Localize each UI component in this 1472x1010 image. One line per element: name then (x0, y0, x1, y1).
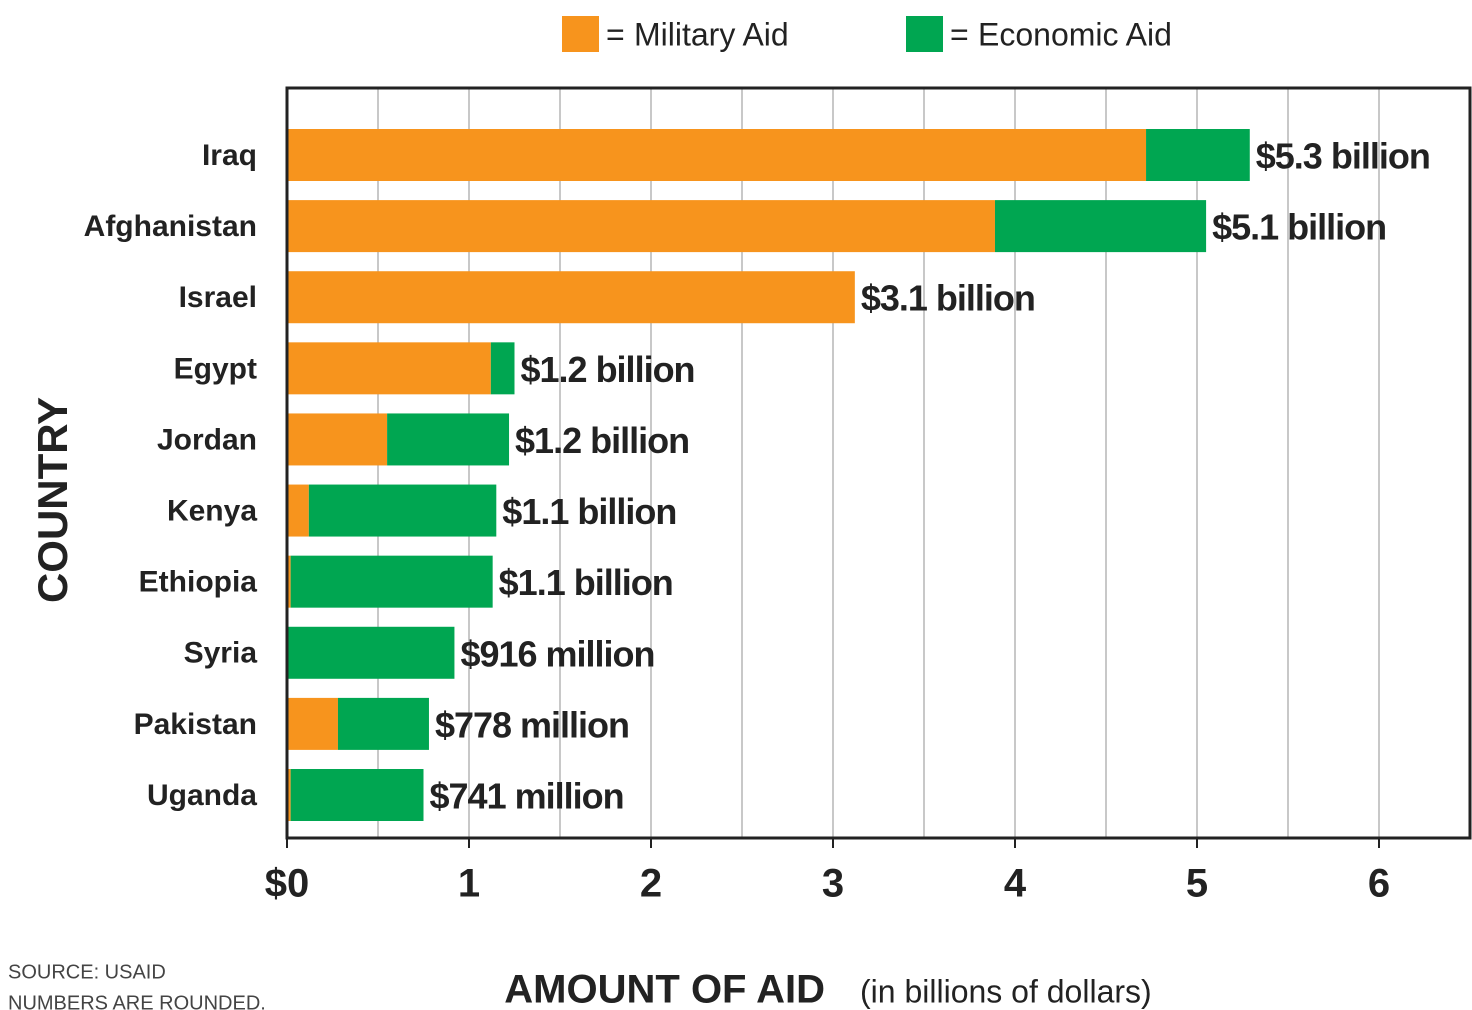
bar-segment (287, 697, 338, 750)
total-label: $1.1 billion (502, 491, 676, 532)
source: SOURCE: USAID (8, 961, 166, 983)
bar-segment (994, 200, 1207, 253)
total-label: $916 million (460, 633, 654, 674)
y-axis-label: COUNTRY (29, 397, 76, 603)
y-tick-label: Iraq (202, 139, 257, 172)
bar-segment (287, 342, 491, 395)
x-axis-note: (in billions of dollars) (860, 973, 1152, 1009)
x-tick-label: 4 (1004, 862, 1027, 906)
legend-label: Military Aid (634, 16, 789, 52)
legend-label: Economic Aid (978, 16, 1172, 52)
bar-segment (290, 555, 493, 608)
total-label: $5.3 billion (1256, 136, 1430, 177)
bar-segment (287, 200, 995, 253)
y-tick-label: Kenya (167, 494, 257, 527)
total-label: $1.1 billion (499, 562, 673, 603)
total-label: $5.1 billion (1212, 207, 1386, 248)
x-tick-label: $0 (265, 862, 310, 906)
bar-segment (287, 129, 1147, 181)
bar-segment (490, 342, 515, 395)
y-tick-label: Jordan (157, 423, 257, 456)
y-tick-label: Ethiopia (139, 566, 258, 599)
x-tick-label: 1 (458, 862, 480, 906)
legend-separator: = (950, 16, 969, 52)
bar-segment (287, 484, 309, 537)
y-tick-label: Israel (179, 281, 257, 314)
total-label: $1.2 billion (515, 420, 689, 461)
x-tick-label: 3 (822, 862, 844, 906)
total-label: $778 million (435, 704, 629, 745)
y-tick-label: Afghanistan (84, 210, 257, 243)
note: NUMBERS ARE ROUNDED. (8, 992, 266, 1010)
total-label: $1.2 billion (521, 349, 695, 390)
bar-segment (287, 271, 855, 324)
bar-segment (287, 413, 388, 466)
x-tick-label: 2 (640, 862, 662, 906)
bar-segment (1146, 129, 1250, 181)
legend-swatch (562, 16, 599, 52)
bar-segment (287, 555, 291, 608)
x-tick-label: 6 (1368, 862, 1390, 906)
x-axis-label: AMOUNT OF AID (504, 968, 825, 1010)
bar-segment (387, 413, 510, 466)
legend-separator: = (606, 16, 625, 52)
bar-segment (308, 484, 497, 537)
y-tick-label: Uganda (147, 779, 257, 812)
y-tick-label: Egypt (174, 352, 257, 385)
bar-segment (287, 769, 291, 821)
y-tick-label: Syria (184, 637, 258, 670)
bar-segment (337, 697, 429, 750)
bar-segment (290, 769, 424, 821)
x-tick-label: 5 (1186, 862, 1208, 906)
legend-swatch (906, 16, 943, 52)
y-tick-label: Pakistan (134, 708, 257, 741)
bar-segment (287, 626, 455, 679)
total-label: $3.1 billion (861, 278, 1035, 319)
plot-frame (285, 86, 1472, 840)
total-label: $741 million (430, 776, 624, 817)
legend: = Military Aid = Economic Aid (562, 16, 1172, 52)
